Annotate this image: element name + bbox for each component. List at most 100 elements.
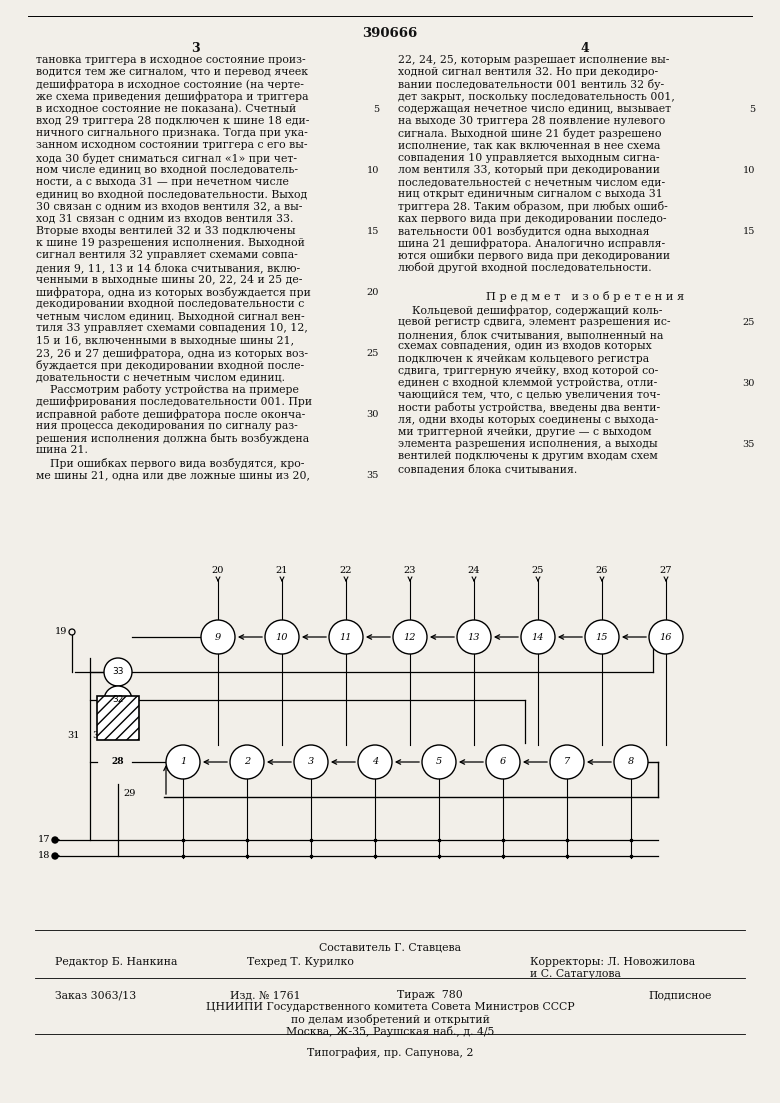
- Text: Вторые входы вентилей 32 и 33 подключены: Вторые входы вентилей 32 и 33 подключены: [36, 226, 296, 236]
- Text: довательности с нечетным числом единиц.: довательности с нечетным числом единиц.: [36, 372, 285, 383]
- Text: ме шины 21, одна или две ложные шины из 20,: ме шины 21, одна или две ложные шины из …: [36, 470, 310, 480]
- Text: 25: 25: [367, 349, 379, 358]
- Text: дения 9, 11, 13 и 14 блока считывания, вклю-: дения 9, 11, 13 и 14 блока считывания, в…: [36, 263, 300, 274]
- Text: 23: 23: [404, 566, 417, 575]
- Text: 5: 5: [749, 105, 755, 114]
- Text: 22, 24, 25, которым разрешает исполнение вы-: 22, 24, 25, которым разрешает исполнение…: [398, 55, 669, 65]
- Circle shape: [585, 620, 619, 654]
- Text: шина 21.: шина 21.: [36, 446, 88, 456]
- Circle shape: [614, 745, 648, 779]
- Text: вательности 001 возбудится одна выходная: вательности 001 возбудится одна выходная: [398, 226, 650, 237]
- Text: Рассмотрим работу устройства на примере: Рассмотрим работу устройства на примере: [36, 385, 299, 395]
- Text: ются ошибки первого вида при декодировании: ются ошибки первого вида при декодирован…: [398, 250, 670, 261]
- Text: 3: 3: [308, 758, 314, 767]
- Text: 13: 13: [468, 632, 480, 642]
- Text: 5: 5: [436, 758, 442, 767]
- Text: 2: 2: [244, 758, 250, 767]
- Text: исполнение, так как включенная в нее схема: исполнение, так как включенная в нее схе…: [398, 140, 661, 150]
- Text: ности, а с выхода 31 — при нечетном числе: ности, а с выхода 31 — при нечетном числ…: [36, 176, 289, 188]
- Text: тановка триггера в исходное состояние произ-: тановка триггера в исходное состояние пр…: [36, 55, 306, 65]
- Text: ния процесса декодирования по сигналу раз-: ния процесса декодирования по сигналу ра…: [36, 421, 298, 431]
- Text: 30: 30: [92, 730, 105, 739]
- Circle shape: [422, 745, 456, 779]
- Text: 22: 22: [340, 566, 353, 575]
- Text: При ошибках первого вида возбудятся, кро-: При ошибках первого вида возбудятся, кро…: [36, 458, 304, 469]
- Text: единиц во входной последовательности. Выход: единиц во входной последовательности. Вы…: [36, 190, 307, 200]
- Text: 26: 26: [596, 566, 608, 575]
- Text: хода 30 будет сниматься сигнал «1» при чет-: хода 30 будет сниматься сигнал «1» при ч…: [36, 152, 297, 163]
- Circle shape: [265, 620, 299, 654]
- Text: триггера 28. Таким образом, при любых ошиб-: триггера 28. Таким образом, при любых ош…: [398, 202, 668, 213]
- Text: П р е д м е т   и з о б р е т е н и я: П р е д м е т и з о б р е т е н и я: [486, 291, 684, 302]
- Text: 25: 25: [532, 566, 544, 575]
- Text: ках первого вида при декодировании последо-: ках первого вида при декодировании после…: [398, 214, 666, 224]
- Text: 1: 1: [180, 758, 186, 767]
- Text: Корректоры: Л. Новожилова: Корректоры: Л. Новожилова: [530, 957, 695, 967]
- Text: 6: 6: [500, 758, 506, 767]
- Text: Типография, пр. Сапунова, 2: Типография, пр. Сапунова, 2: [307, 1047, 473, 1058]
- Text: дешифрирования последовательности 001. При: дешифрирования последовательности 001. П…: [36, 397, 312, 407]
- Text: полнения, блок считывания, выполненный на: полнения, блок считывания, выполненный н…: [398, 329, 663, 340]
- Text: любой другой входной последовательности.: любой другой входной последовательности.: [398, 263, 651, 274]
- Text: 15 и 16, включенными в выходные шины 21,: 15 и 16, включенными в выходные шины 21,: [36, 335, 294, 345]
- Circle shape: [166, 745, 200, 779]
- Text: 30: 30: [367, 410, 379, 419]
- Text: 16: 16: [660, 632, 672, 642]
- Text: ля, одни входы которых соединены с выхода-: ля, одни входы которых соединены с выход…: [398, 415, 658, 425]
- Text: вход 29 триггера 28 подключен к шине 18 еди-: вход 29 триггера 28 подключен к шине 18 …: [36, 116, 310, 126]
- Text: подключен к ячейкам кольцевого регистра: подключен к ячейкам кольцевого регистра: [398, 354, 649, 364]
- Text: декодировании входной последовательности с: декодировании входной последовательности…: [36, 299, 304, 309]
- Text: Кольцевой дешифратор, содержащий коль-: Кольцевой дешифратор, содержащий коль-: [398, 304, 662, 315]
- Text: 35: 35: [743, 440, 755, 449]
- Text: 4: 4: [580, 42, 590, 55]
- Circle shape: [52, 837, 58, 843]
- Text: ничного сигнального признака. Тогда при ука-: ничного сигнального признака. Тогда при …: [36, 128, 308, 138]
- Text: 28: 28: [112, 758, 124, 767]
- Text: 12: 12: [404, 632, 417, 642]
- Text: 19: 19: [55, 628, 67, 636]
- Text: сигнал вентиля 32 управляет схемами совпа-: сигнал вентиля 32 управляет схемами совп…: [36, 250, 298, 260]
- Text: 30: 30: [743, 379, 755, 388]
- Text: тиля 33 управляет схемами совпадения 10, 12,: тиля 33 управляет схемами совпадения 10,…: [36, 323, 308, 333]
- Text: сдвига, триггерную ячейку, вход которой со-: сдвига, триггерную ячейку, вход которой …: [398, 366, 658, 376]
- Circle shape: [104, 658, 132, 686]
- Text: схемах совпадения, один из входов которых: схемах совпадения, один из входов которы…: [398, 342, 652, 352]
- Text: 29: 29: [123, 790, 136, 799]
- Text: совпадения 10 управляется выходным сигна-: совпадения 10 управляется выходным сигна…: [398, 152, 660, 162]
- Text: дет закрыт, поскольку последовательность 001,: дет закрыт, поскольку последовательность…: [398, 92, 675, 101]
- Text: 32: 32: [112, 696, 124, 705]
- Text: Тираж  780: Тираж 780: [397, 990, 463, 1000]
- Text: четным числом единиц. Выходной сигнал вен-: четным числом единиц. Выходной сигнал ве…: [36, 311, 305, 321]
- Text: 9: 9: [215, 632, 221, 642]
- Text: 390666: 390666: [363, 26, 417, 40]
- Text: 4: 4: [372, 758, 378, 767]
- Text: и С. Сатагулова: и С. Сатагулова: [530, 970, 621, 979]
- Text: 21: 21: [276, 566, 289, 575]
- Text: Подписное: Подписное: [648, 990, 711, 1000]
- Text: 15: 15: [743, 227, 755, 236]
- Text: 25: 25: [743, 319, 755, 328]
- Text: элемента разрешения исполнения, а выходы: элемента разрешения исполнения, а выходы: [398, 439, 658, 449]
- Text: ном числе единиц во входной последователь-: ном числе единиц во входной последовател…: [36, 164, 298, 174]
- Text: 5: 5: [373, 105, 379, 114]
- Text: вании последовательности 001 вентиль 32 бу-: вании последовательности 001 вентиль 32 …: [398, 79, 664, 90]
- Circle shape: [230, 745, 264, 779]
- Text: Заказ 3063/13: Заказ 3063/13: [55, 990, 136, 1000]
- Circle shape: [393, 620, 427, 654]
- Text: 30 связан с одним из входов вентиля 32, а вы-: 30 связан с одним из входов вентиля 32, …: [36, 202, 303, 212]
- Text: последовательностей с нечетным числом еди-: последовательностей с нечетным числом ед…: [398, 176, 665, 188]
- Text: 27: 27: [660, 566, 672, 575]
- Text: к шине 19 разрешения исполнения. Выходной: к шине 19 разрешения исполнения. Выходно…: [36, 238, 305, 248]
- Text: на выходе 30 триггера 28 появление нулевого: на выходе 30 триггера 28 появление нулев…: [398, 116, 665, 126]
- Text: 35: 35: [367, 471, 379, 480]
- Text: ЦНИИПИ Государственного комитета Совета Министров СССР: ЦНИИПИ Государственного комитета Совета …: [206, 1002, 574, 1011]
- Circle shape: [329, 620, 363, 654]
- Text: чающийся тем, что, с целью увеличения точ-: чающийся тем, что, с целью увеличения то…: [398, 390, 660, 400]
- Text: 24: 24: [468, 566, 480, 575]
- Text: ниц открыт единичным сигналом с выхода 31: ниц открыт единичным сигналом с выхода 3…: [398, 190, 663, 200]
- Circle shape: [294, 745, 328, 779]
- Text: 17: 17: [37, 835, 50, 845]
- Circle shape: [358, 745, 392, 779]
- Text: 23, 26 и 27 дешифратора, одна из которых воз-: 23, 26 и 27 дешифратора, одна из которых…: [36, 347, 308, 358]
- Circle shape: [550, 745, 584, 779]
